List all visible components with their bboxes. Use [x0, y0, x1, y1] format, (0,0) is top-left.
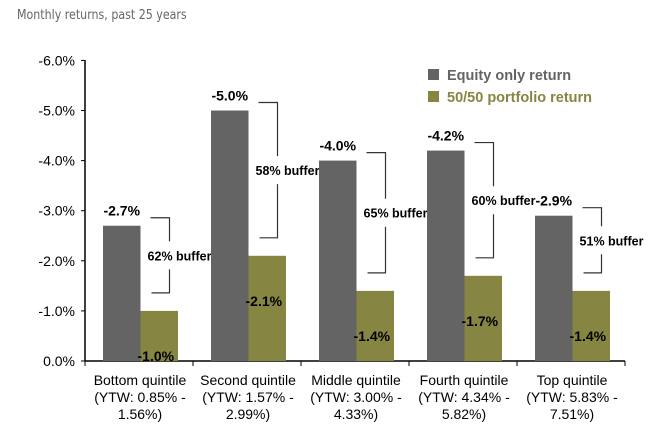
equity-data-label: -4.0%: [319, 138, 356, 154]
legend-swatch: [428, 69, 439, 80]
equity-data-label: -2.9%: [535, 193, 572, 209]
x-tick-label: Bottom quintile: [94, 372, 187, 388]
y-tick-label: -5.0%: [38, 103, 75, 119]
equity-bar: [319, 160, 357, 361]
x-tick-label: Second quintile: [200, 372, 296, 388]
equity-data-label: -2.7%: [103, 203, 140, 219]
x-tick-label: 7.51%): [550, 406, 594, 422]
chart-subtitle: Monthly returns, past 25 years: [17, 8, 187, 23]
x-tick-label: Top quintile: [537, 372, 608, 388]
equity-data-label: -4.2%: [427, 128, 464, 144]
x-tick-label: (YTW: 5.83% -: [526, 389, 618, 405]
y-tick-label: -6.0%: [38, 52, 75, 68]
x-tick-label: (YTW: 1.57% -: [202, 389, 294, 405]
equity-bar: [535, 215, 573, 361]
x-tick-label: Fourth quintile: [420, 372, 509, 388]
buffer-label: 60% buffer: [472, 194, 536, 208]
buffer-bracket: [582, 207, 603, 274]
portfolio-data-label: -1.4%: [570, 328, 607, 344]
equity-bar: [211, 110, 249, 361]
portfolio-bar: [464, 275, 502, 361]
x-tick-label: 2.99%): [226, 406, 270, 422]
x-tick-label: Middle quintile: [311, 372, 401, 388]
buffer-bracket: [258, 101, 279, 239]
buffer-label: 65% buffer: [364, 207, 428, 221]
legend-label: Equity only return: [447, 68, 571, 84]
legend-swatch: [428, 91, 439, 102]
buffer-label: 58% buffer: [256, 164, 320, 178]
x-tick-label: (YTW: 4.34% -: [418, 389, 510, 405]
legend-label: 50/50 portfolio return: [447, 90, 592, 106]
y-tick-label: -3.0%: [38, 203, 75, 219]
portfolio-bar: [140, 310, 178, 361]
buffer-bracket: [366, 152, 387, 274]
portfolio-data-label: -1.7%: [462, 313, 499, 329]
portfolio-bar: [248, 255, 286, 361]
y-tick-label: -1.0%: [38, 303, 75, 319]
equity-bar: [427, 150, 465, 361]
buffer-label: 62% buffer: [148, 249, 212, 263]
buffer-label: 51% buffer: [580, 234, 644, 248]
x-tick-label: 4.33%): [334, 406, 378, 422]
x-tick-label: 1.56%): [118, 406, 162, 422]
portfolio-data-label: -2.1%: [246, 293, 283, 309]
buffer-bracket: [474, 141, 495, 259]
portfolio-bar: [356, 290, 394, 361]
portfolio-bar: [572, 290, 610, 361]
x-tick-label: (YTW: 3.00% -: [310, 389, 402, 405]
portfolio-data-label: -1.4%: [354, 328, 391, 344]
y-tick-label: -4.0%: [38, 153, 75, 169]
equity-data-label: -5.0%: [211, 88, 248, 104]
buffer-bracket: [150, 217, 171, 294]
y-tick-label: -2.0%: [38, 253, 75, 269]
x-tick-label: (YTW: 0.85% -: [94, 389, 186, 405]
equity-bar: [103, 225, 141, 361]
portfolio-data-label: -1.0%: [138, 348, 175, 364]
y-tick-label: 0.0%: [43, 353, 75, 369]
x-tick-label: 5.82%): [442, 406, 486, 422]
